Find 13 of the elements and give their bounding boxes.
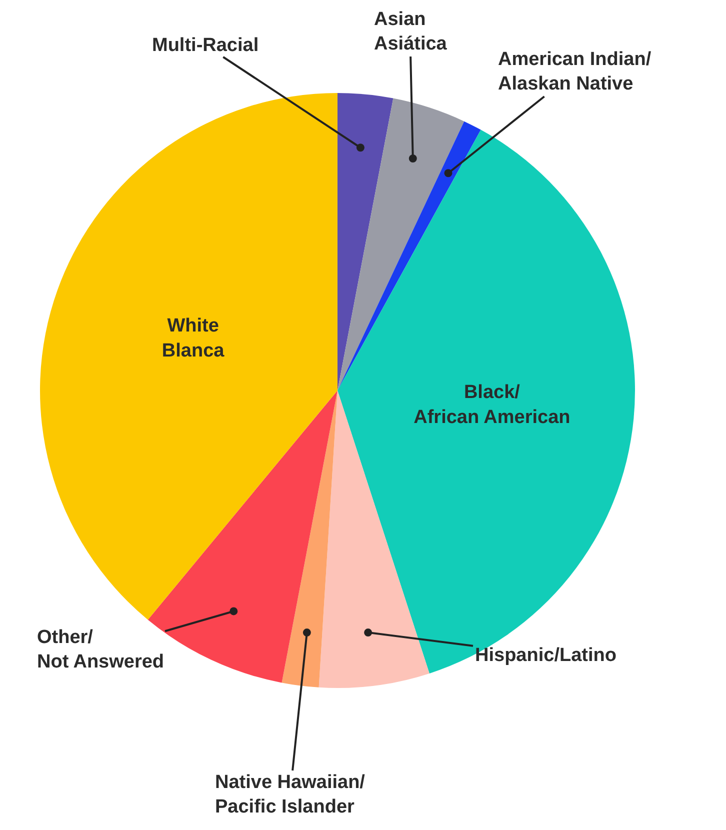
pie-slice — [40, 93, 338, 620]
slice-label: Hispanic/Latino — [475, 645, 616, 666]
slice-label: Multi-Racial — [152, 35, 259, 56]
pie-slice — [338, 130, 635, 674]
pie-slice — [338, 93, 394, 390]
pie-slice — [282, 390, 338, 688]
pie-slice — [338, 98, 464, 390]
slice-label: Black/ African American — [414, 382, 570, 428]
slice-label: Asian Asiática — [374, 9, 448, 55]
slice-label: Other/ Not Answered — [37, 627, 164, 673]
slice-label: White Blanca — [162, 316, 225, 362]
slice-label: Native Hawaiian/ Pacific Islander — [215, 772, 366, 818]
slice-label: American Indian/ Alaskan Native — [498, 49, 652, 95]
